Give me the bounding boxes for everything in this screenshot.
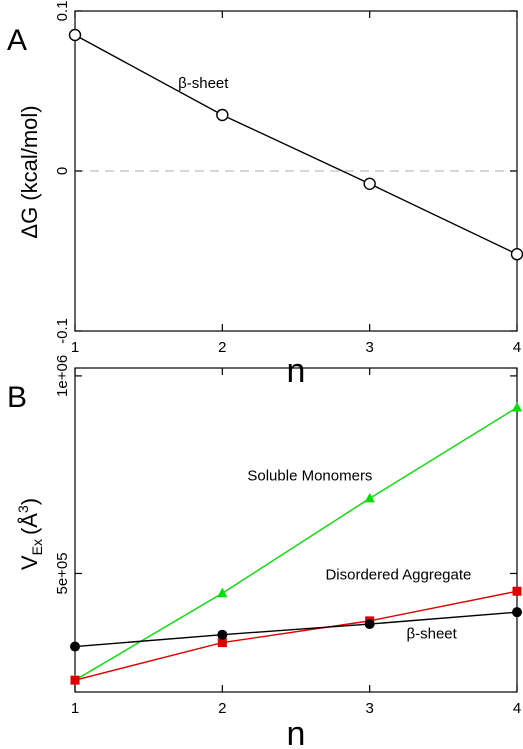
panel-b-x-tick-label: 3 (365, 700, 373, 717)
panel-a-x-tick-label: 4 (513, 339, 521, 356)
panel-b-y-axis-label-units: (Å (17, 513, 42, 535)
panel-a-series-layer (68, 28, 523, 261)
panel-a-x-tick-label: 3 (365, 339, 373, 356)
data-point-disordered-aggregate (217, 638, 227, 648)
annotation-label: β-sheet (407, 626, 458, 643)
panel-b-x-axis-label: n (287, 715, 306, 749)
data-point-soluble-monomers (364, 492, 375, 503)
series-line-sheet (74, 611, 518, 648)
panel-b-y-tick-label: 5e+05 (54, 552, 71, 594)
panel-b-label: B (7, 381, 27, 414)
data-point-disordered-aggregate (512, 586, 522, 596)
panel-b-series-layer (70, 402, 522, 685)
data-point-sheet (363, 177, 376, 191)
series-line-sheet (74, 34, 518, 255)
panel-b-plot-frame (74, 367, 518, 693)
panel-a: A 1 2 3 4 -0.1 0 0.1 β-sheet n ΔG (kcal/mol) (7, 1, 523, 390)
data-point-sheet (216, 108, 229, 122)
series-line-disordered-aggregate (74, 590, 518, 681)
data-point-sheet (510, 248, 523, 261)
series-line-soluble-monomers (74, 406, 518, 681)
data-point-disordered-aggregate (70, 675, 80, 685)
panel-b-y-tick-label: 1e+06 (54, 355, 71, 397)
panel-b: B 1 2 3 4 5e+05 1e+06 Soluble Monomers Disorde… (7, 355, 522, 749)
data-point-sheet (217, 629, 228, 640)
panel-b-y-axis-label-sup: 3 (15, 505, 31, 513)
panel-b-annotations-layer: Soluble Monomers Disordered Aggregate β-sh… (247, 468, 471, 643)
annotation-label: β-sheet (178, 75, 229, 92)
panel-a-y-tick-label: -0.1 (54, 318, 71, 344)
panel-a-annotations-layer: β-sheet (178, 75, 229, 92)
data-point-soluble-monomers (512, 402, 522, 412)
data-point-sheet (364, 619, 375, 630)
panel-a-y-tick-label: 0 (54, 167, 71, 175)
panel-a-y-tick-label: 0.1 (54, 1, 71, 22)
panel-a-x-axis-label: n (287, 352, 306, 390)
data-point-sheet (512, 607, 522, 618)
data-point-sheet (68, 28, 82, 42)
panel-b-y-axis-label-sub: Ex (29, 539, 45, 555)
data-point-soluble-monomers (217, 587, 228, 598)
panel-b-y-axis-label: VEx (Å3) (15, 498, 45, 570)
panel-b-x-tick-label: 2 (218, 700, 226, 717)
panel-b-x-tick-label: 4 (513, 700, 521, 717)
panel-b-y-axis-label-close: ) (17, 498, 42, 505)
panel-a-x-tick-label: 2 (218, 339, 226, 356)
data-point-sheet (70, 641, 80, 652)
panel-a-y-axis-label: ΔG (kcal/mol) (17, 105, 42, 238)
annotation-label: Soluble Monomers (247, 468, 372, 485)
panel-a-ticks-layer: 1 2 3 4 -0.1 0 0.1 (54, 1, 521, 356)
panel-b-y-axis-label-main: V (17, 555, 42, 570)
panel-b-ticks-layer: 1 2 3 4 5e+05 1e+06 (54, 355, 521, 717)
panel-a-label: A (7, 24, 27, 57)
annotation-label: Disordered Aggregate (325, 566, 471, 583)
panel-b-x-tick-label: 1 (71, 700, 79, 717)
panel-a-x-tick-label: 1 (71, 339, 79, 356)
